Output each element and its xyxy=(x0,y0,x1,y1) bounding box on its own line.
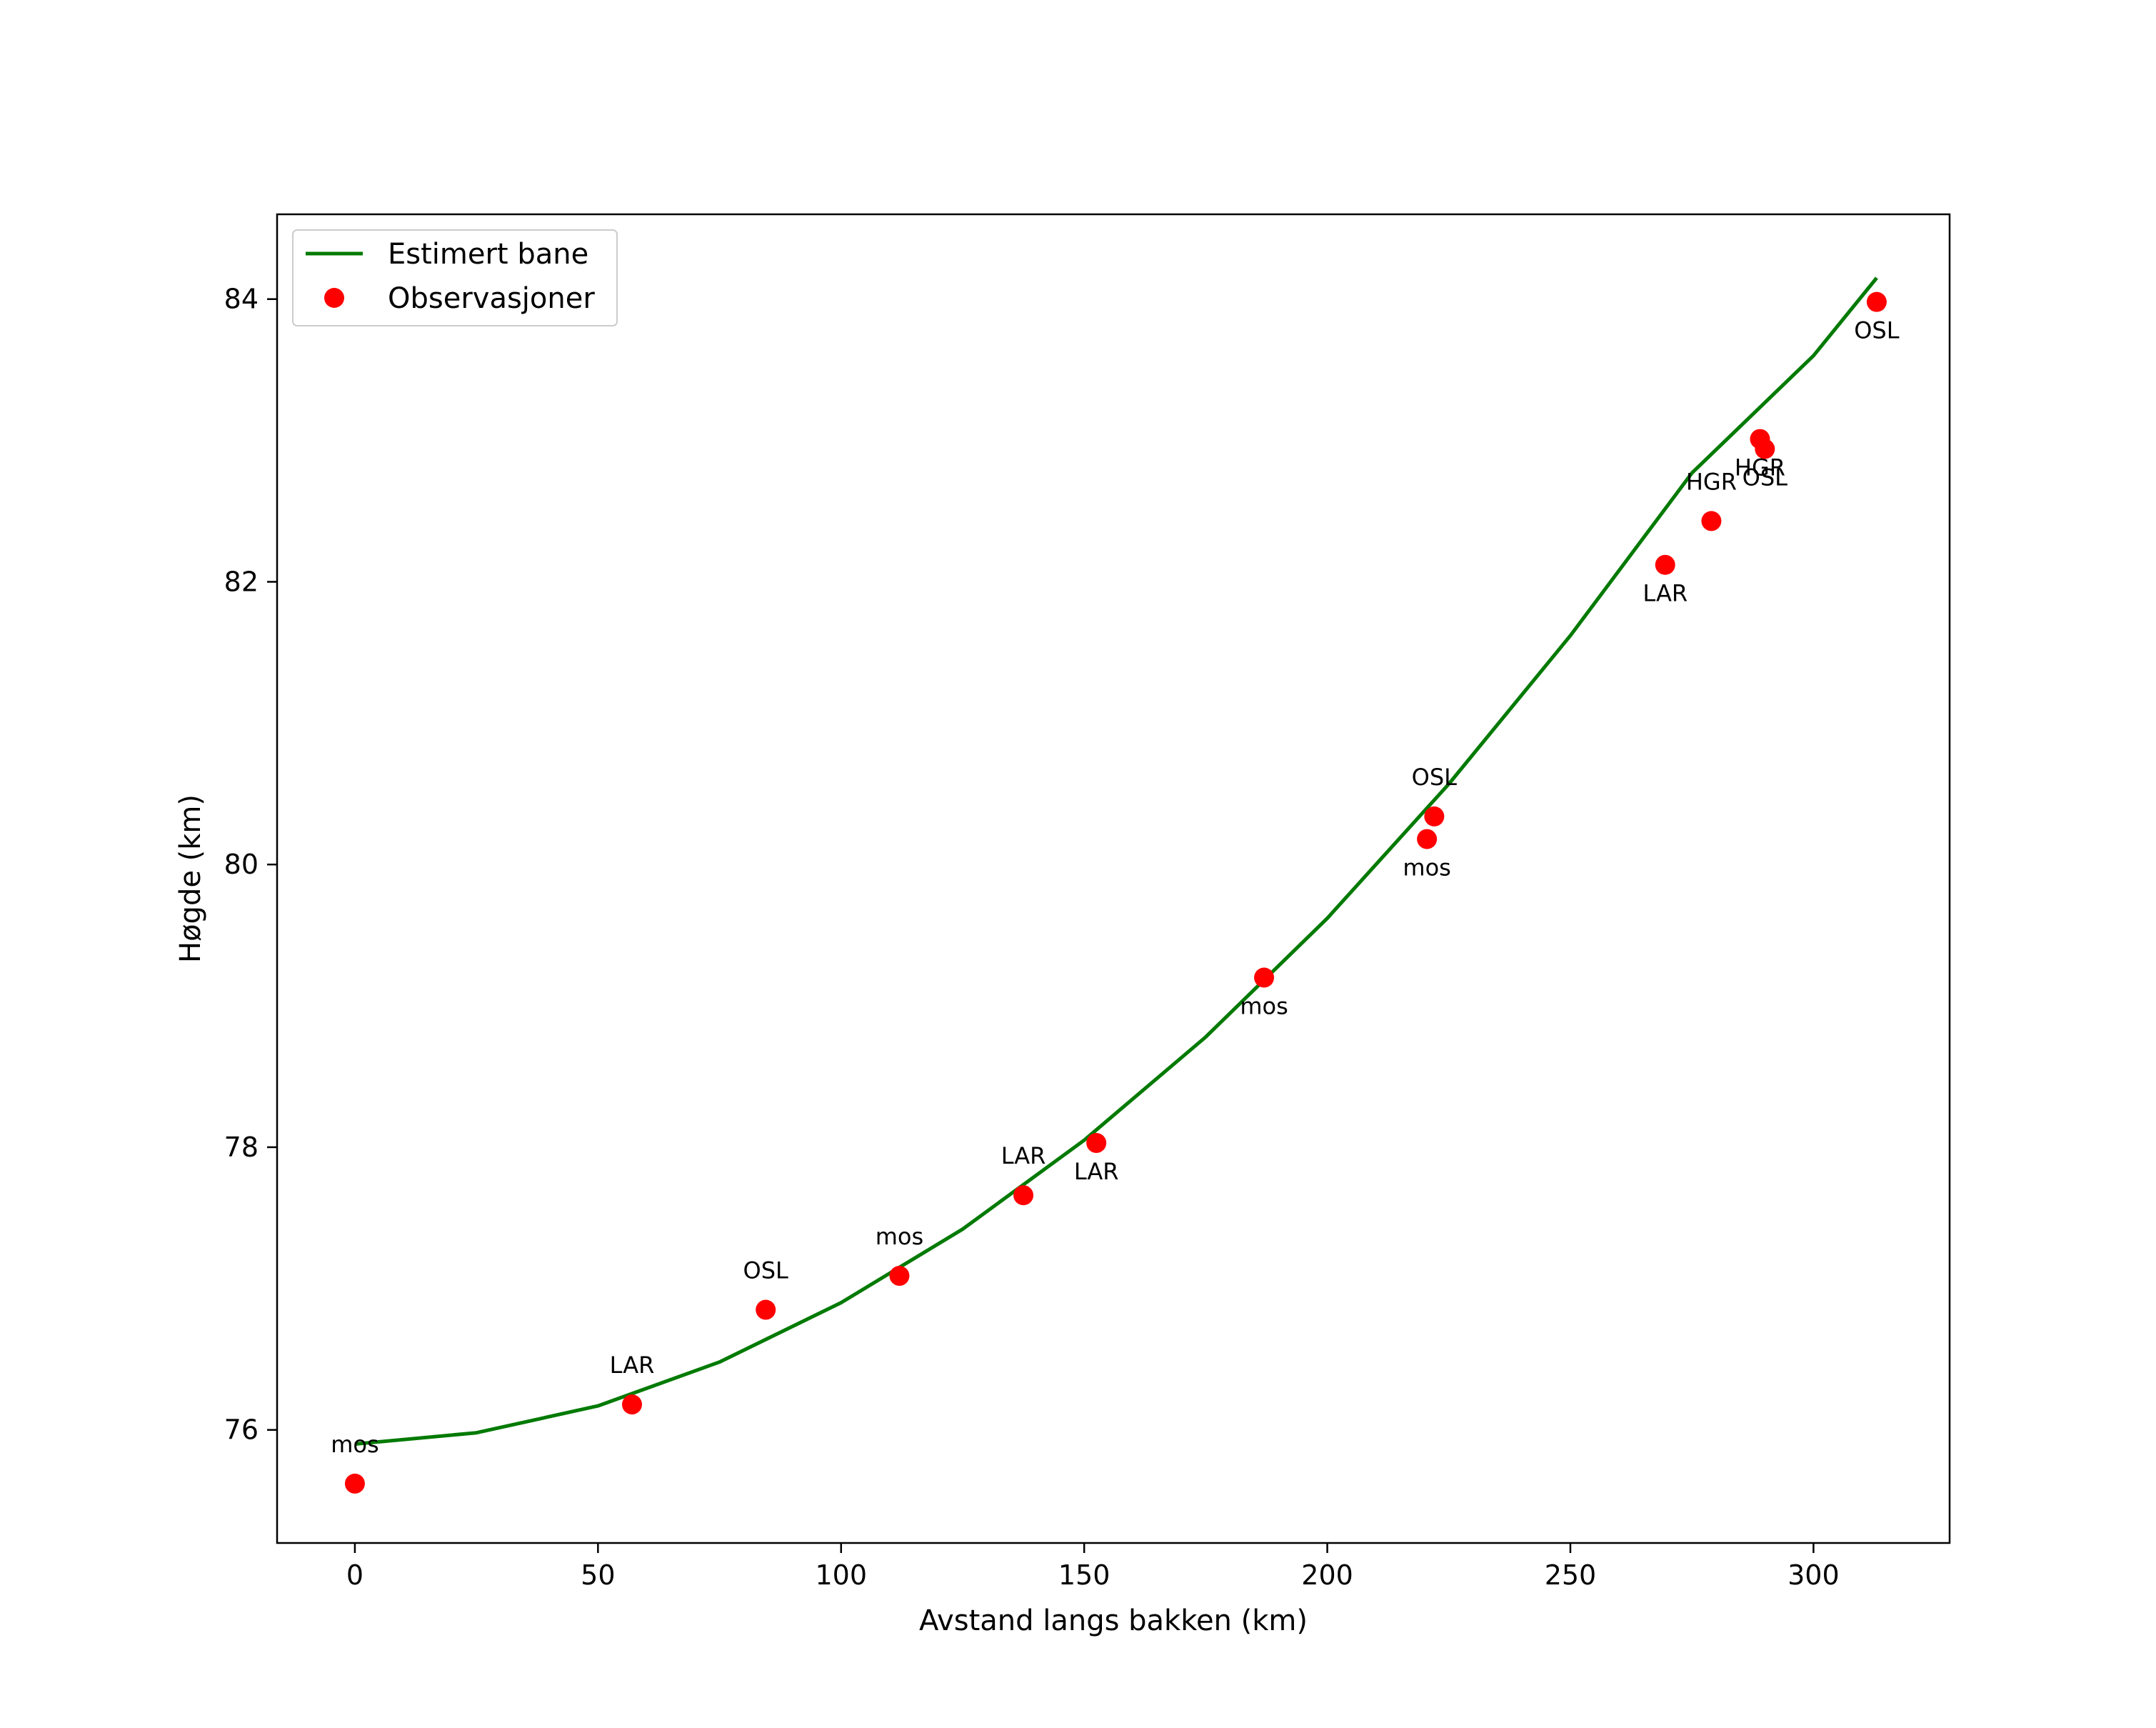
axes-frame xyxy=(276,213,1951,1544)
observation-label: mos xyxy=(331,1431,378,1458)
x-tick-label: 150 xyxy=(1058,1559,1110,1591)
observation-label: LAR xyxy=(1001,1142,1046,1169)
y-tick-label: 78 xyxy=(224,1132,259,1163)
observation-point xyxy=(1755,439,1775,459)
y-tick-label: 84 xyxy=(224,284,259,315)
observation-point xyxy=(344,1473,365,1494)
observation-point xyxy=(1866,291,1887,312)
x-tick-label: 0 xyxy=(346,1559,363,1591)
observation-label: OSL xyxy=(1412,764,1458,791)
observation-point xyxy=(1013,1185,1034,1206)
observation-point xyxy=(889,1266,910,1287)
y-tick-label: 80 xyxy=(224,849,259,880)
x-tick-label: 250 xyxy=(1545,1559,1597,1591)
observation-point xyxy=(756,1299,776,1320)
observation-point xyxy=(1424,806,1445,826)
legend-label-observasjoner: Observasjoner xyxy=(388,282,595,315)
observation-point xyxy=(1254,967,1275,988)
observation-label: mos xyxy=(1240,993,1288,1020)
estimated-trajectory-line xyxy=(354,276,1878,1446)
observation-point xyxy=(1086,1133,1107,1154)
x-axis-label: Avstand langs bakken (km) xyxy=(919,1604,1308,1637)
observation-point xyxy=(1417,829,1438,849)
y-axis-label: Høgde (km) xyxy=(174,794,207,963)
observation-point xyxy=(1655,554,1675,575)
observation-label: LAR xyxy=(1643,580,1688,607)
observation-label: mos xyxy=(876,1223,923,1250)
x-tick-label: 50 xyxy=(581,1559,615,1591)
observation-label: OSL xyxy=(1854,317,1900,344)
x-tick-label: 300 xyxy=(1788,1559,1840,1591)
observation-label: OSL xyxy=(743,1257,789,1284)
legend-box xyxy=(292,229,618,326)
legend-label-estimert-bane: Estimert bane xyxy=(388,238,588,271)
x-tick-label: 100 xyxy=(815,1559,867,1591)
y-tick-label: 76 xyxy=(224,1414,259,1446)
y-axis: 76 78 80 82 84 xyxy=(224,284,277,1446)
x-tick-label: 200 xyxy=(1301,1559,1353,1591)
observation-label: HGR xyxy=(1686,468,1737,495)
observation-label: mos xyxy=(1403,854,1450,882)
y-tick-label: 82 xyxy=(224,566,259,597)
legend: Estimert bane Observasjoner xyxy=(292,229,618,326)
x-axis: 0 50 100 150 200 250 300 xyxy=(346,1543,1840,1591)
observation-label: LAR xyxy=(1074,1158,1119,1185)
observation-label: OSL xyxy=(1743,464,1788,491)
plot-area: mosLAROSLmosLARLARmosmosOSLLARHGRHGROSLO… xyxy=(331,276,1900,1494)
observation-label: LAR xyxy=(610,1352,655,1379)
observation-point xyxy=(621,1394,642,1415)
legend-point-swatch xyxy=(324,288,344,308)
observation-label: HGR xyxy=(1735,454,1785,481)
observation-point xyxy=(1701,511,1722,531)
